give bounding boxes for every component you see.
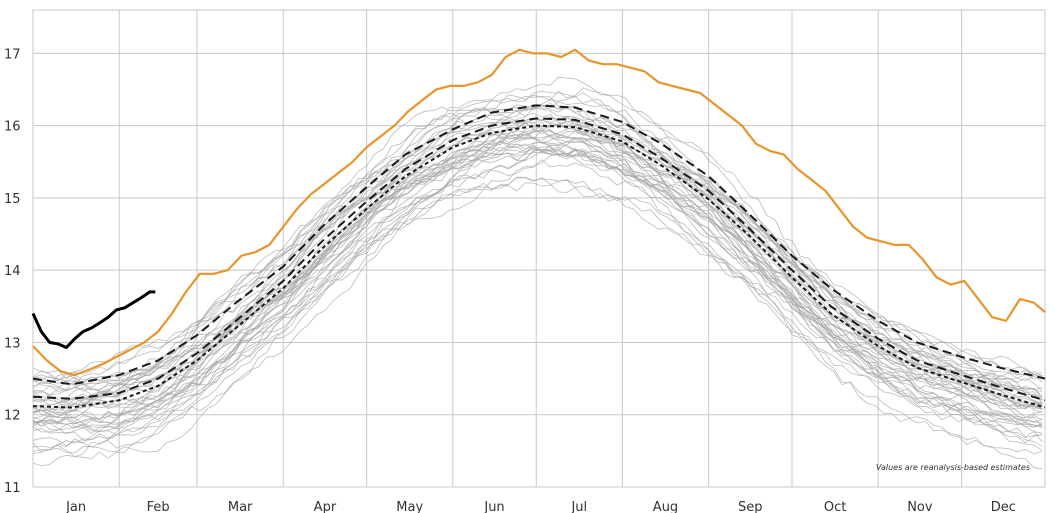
highlight-lines-layer xyxy=(31,48,1046,377)
ensemble-year-line xyxy=(32,115,1043,391)
ensemble-year-line xyxy=(32,146,1043,405)
ensemble-year-line xyxy=(32,99,1043,414)
record-year-line xyxy=(32,48,1046,377)
ensemble-year-line xyxy=(32,95,1043,410)
ensemble-year-line xyxy=(32,109,1043,385)
ensemble-year-line xyxy=(32,104,1043,396)
x-tick-label: Mar xyxy=(228,500,253,513)
x-tick-label: Jul xyxy=(570,500,587,513)
x-tick-label: Nov xyxy=(907,500,933,513)
y-tick-label: 13 xyxy=(4,336,21,351)
reference-line-dash xyxy=(32,117,1046,402)
ensemble-year-line xyxy=(32,144,1043,460)
ensemble-year-line xyxy=(32,150,1043,455)
ensemble-year-line xyxy=(32,150,1043,449)
reference-lines-layer xyxy=(32,104,1046,409)
x-tick-label: Feb xyxy=(147,500,170,513)
reference-line-dash xyxy=(32,104,1046,386)
ensemble-year-line xyxy=(32,115,1043,404)
ensemble-year-line xyxy=(32,90,1043,409)
ensemble-year-line xyxy=(32,179,1043,427)
y-tick-label: 11 xyxy=(4,481,21,496)
x-tick-label: Apr xyxy=(314,500,337,513)
x-tick-label: Sep xyxy=(738,500,763,513)
ensemble-year-line xyxy=(32,159,1043,425)
ensemble-year-line xyxy=(32,147,1043,455)
axis-labels-layer: Jan Feb Mar Apr May Jun Jul Aug Sep Oct Nov Dec 11 12… xyxy=(4,47,1016,513)
ensemble-year-line xyxy=(32,143,1043,428)
chart-annotation: Values are reanalysis-based estimates xyxy=(876,463,1030,472)
ensemble-year-line xyxy=(32,151,1043,470)
y-tick-label: 16 xyxy=(4,120,21,135)
x-tick-label: Jan xyxy=(65,500,86,513)
ensemble-year-line xyxy=(32,129,1043,408)
ensemble-lines-layer xyxy=(32,76,1043,470)
ensemble-year-line xyxy=(32,130,1043,398)
x-tick-label: Oct xyxy=(824,500,846,513)
ensemble-year-line xyxy=(32,87,1043,418)
y-tick-label: 12 xyxy=(4,409,21,424)
x-tick-label: Aug xyxy=(653,500,678,513)
ensemble-year-line xyxy=(32,137,1043,433)
ensemble-year-line xyxy=(32,137,1043,407)
ensemble-year-line xyxy=(32,117,1043,428)
ensemble-year-line xyxy=(32,125,1043,388)
current-year-line xyxy=(31,290,156,349)
x-tick-label: Jun xyxy=(483,500,504,513)
y-tick-label: 15 xyxy=(4,192,21,207)
reference-line-dot xyxy=(32,124,1046,409)
ensemble-year-line xyxy=(32,137,1043,426)
y-tick-label: 17 xyxy=(4,47,21,62)
ensemble-year-line xyxy=(32,177,1043,426)
ensemble-year-line xyxy=(32,131,1043,434)
x-tick-label: May xyxy=(396,500,423,513)
y-tick-label: 14 xyxy=(4,264,21,279)
x-tick-label: Dec xyxy=(991,500,1016,513)
ensemble-year-line xyxy=(32,129,1043,401)
